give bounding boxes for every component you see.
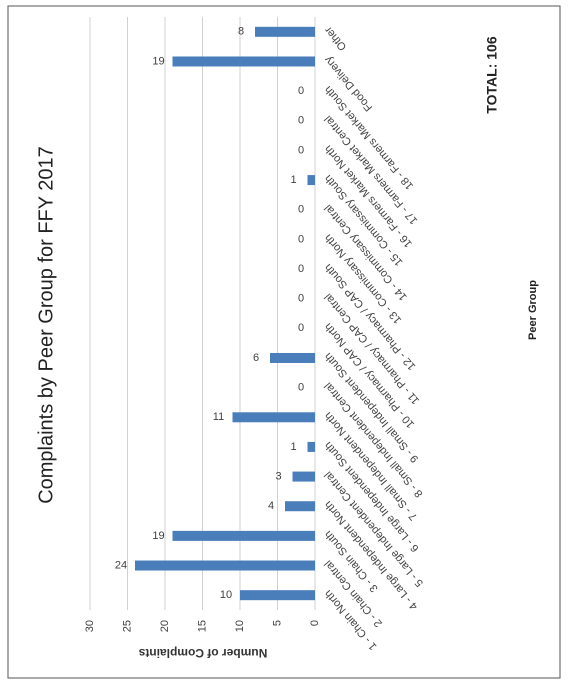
- bar: [270, 352, 315, 363]
- y-tick-label: 30: [84, 620, 96, 632]
- data-label: 0: [298, 85, 304, 97]
- data-label: 19: [152, 55, 164, 67]
- bar: [285, 501, 315, 512]
- data-label: 0: [298, 204, 304, 216]
- data-label: 0: [298, 293, 304, 305]
- data-label: 6: [253, 352, 259, 364]
- data-label: 0: [298, 233, 304, 245]
- data-label: 0: [298, 115, 304, 127]
- y-tick-label: 10: [234, 620, 246, 632]
- bar: [172, 56, 315, 67]
- bar: [307, 441, 315, 452]
- data-label: 3: [275, 470, 281, 482]
- bar: [135, 560, 315, 571]
- y-tick-label: 25: [121, 620, 133, 632]
- data-label: 0: [298, 263, 304, 275]
- data-label: 4: [268, 500, 274, 512]
- data-label: 0: [298, 144, 304, 156]
- bar: [292, 471, 315, 482]
- x-tick-label: Other: [322, 24, 349, 53]
- bar: [232, 412, 315, 423]
- chart-title: Complaints by Peer Group for FFY 2017: [35, 146, 57, 504]
- data-label: 19: [152, 530, 164, 542]
- data-label: 0: [298, 382, 304, 394]
- data-label: 1: [290, 174, 296, 186]
- frame: [7, 5, 561, 679]
- data-label: 11: [213, 411, 224, 423]
- bar: [307, 175, 315, 186]
- y-tick-label: 15: [196, 620, 208, 632]
- data-label: 0: [298, 322, 304, 334]
- data-label: 1: [290, 441, 296, 453]
- data-label: 24: [115, 559, 127, 571]
- y-tick-label: 5: [271, 620, 283, 626]
- y-tick-label: 0: [309, 620, 321, 626]
- rotated-chart: Complaints by Peer Group for FFY 2017 Pe…: [35, 17, 539, 660]
- bar: [240, 590, 315, 601]
- x-axis-title: Peer Group: [527, 280, 539, 340]
- bar: [172, 530, 315, 541]
- total-annotation: TOTAL: 106: [484, 36, 500, 113]
- bar: [255, 26, 315, 37]
- data-label: 8: [238, 26, 244, 38]
- y-axis-title: Number of Complaints: [138, 646, 267, 660]
- y-tick-label: 20: [159, 620, 171, 632]
- data-label: 10: [220, 589, 232, 601]
